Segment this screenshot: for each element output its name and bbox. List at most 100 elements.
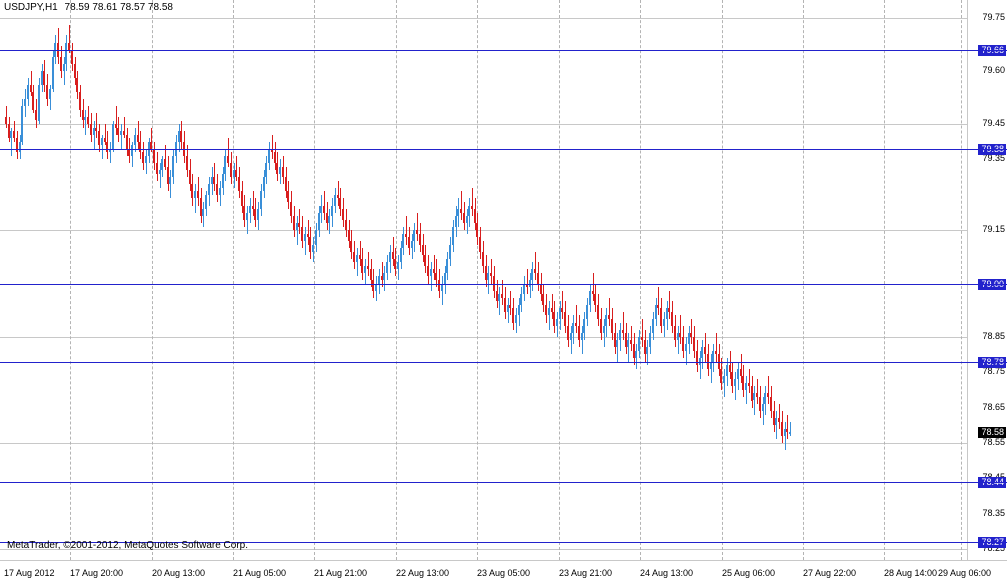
candle-body xyxy=(682,336,684,351)
candle-body xyxy=(106,141,108,153)
candle-wick xyxy=(754,386,755,415)
price-scale[interactable]: 79.7579.6079.4579.3579.1579.0078.8578.75… xyxy=(967,0,1007,560)
candle-body xyxy=(688,333,690,344)
candle-body xyxy=(21,106,23,142)
gridline-vertical xyxy=(722,0,724,560)
candle-body xyxy=(153,148,155,164)
candle-body xyxy=(446,258,448,273)
candle-wick xyxy=(562,290,563,319)
candle-body xyxy=(126,134,128,149)
candle-body xyxy=(372,280,374,291)
candle-wick xyxy=(571,326,572,355)
time-scale[interactable]: 17 Aug 2012 17 Aug 20:00 20 Aug 13:00 21 Au… xyxy=(0,560,1007,586)
candle-body xyxy=(685,343,687,351)
candle-body xyxy=(633,343,635,358)
candle-wick xyxy=(253,191,254,217)
candle-wick xyxy=(510,290,511,316)
candle-body xyxy=(586,304,588,319)
candle-body xyxy=(411,241,413,249)
candle-body xyxy=(282,166,284,178)
price-level-line[interactable] xyxy=(0,362,1007,363)
candle-body xyxy=(260,191,262,210)
candle-body xyxy=(175,141,177,156)
candle-body xyxy=(353,251,355,263)
candle-body xyxy=(156,163,158,174)
candle-body xyxy=(646,347,648,355)
candle-wick xyxy=(735,372,736,401)
candle-body xyxy=(183,141,185,156)
time-tick-label: 21 Aug 21:00 xyxy=(314,568,368,578)
candle-body xyxy=(389,251,391,263)
candle-wick xyxy=(121,124,122,149)
candle-body xyxy=(657,304,659,309)
candle-body xyxy=(501,294,503,298)
candle-body xyxy=(383,272,385,280)
candle-body xyxy=(561,308,563,312)
candle-body xyxy=(408,237,410,249)
price-level-line[interactable] xyxy=(0,149,1007,150)
candle-body xyxy=(41,70,43,86)
candle-body xyxy=(523,283,525,295)
candle-body xyxy=(5,116,7,125)
candle-body xyxy=(328,216,330,224)
time-tick-label: 29 Aug 06:00 xyxy=(938,568,992,578)
candle-body xyxy=(789,432,791,435)
price-level-line[interactable] xyxy=(0,542,1007,543)
candle-body xyxy=(74,63,76,78)
candle-body xyxy=(137,134,139,142)
candle-wick xyxy=(678,326,679,355)
candle-body xyxy=(13,131,15,139)
candle-body xyxy=(449,244,451,259)
candle-body xyxy=(43,70,45,86)
candle-body xyxy=(759,396,761,412)
candle-body xyxy=(254,209,256,220)
candle-body xyxy=(238,177,240,192)
candle-body xyxy=(537,272,539,284)
price-tick-label: 78.25 xyxy=(982,543,1005,554)
candle-body xyxy=(479,237,481,252)
candle-body xyxy=(298,223,300,227)
price-tick-label: 79.15 xyxy=(982,224,1005,235)
candle-body xyxy=(756,393,758,397)
candle-body xyxy=(318,212,320,231)
candle-body xyxy=(600,318,602,334)
candle-wick xyxy=(549,301,550,330)
candle-wick xyxy=(151,127,152,153)
candle-body xyxy=(542,294,544,305)
candle-body xyxy=(112,124,114,149)
price-level-line[interactable] xyxy=(0,284,1007,285)
candle-body xyxy=(438,280,440,291)
candle-body xyxy=(268,148,270,164)
price-tick-label: 78.75 xyxy=(982,366,1005,377)
candle-body xyxy=(677,333,679,341)
candle-body xyxy=(471,205,473,210)
candle-body xyxy=(693,336,695,351)
candle-body xyxy=(614,333,616,348)
price-level-line[interactable] xyxy=(0,482,1007,483)
gridline-vertical xyxy=(961,0,963,560)
candle-body xyxy=(287,191,289,203)
price-level-line[interactable] xyxy=(0,50,1007,51)
candle-wick xyxy=(582,326,583,355)
candle-wick xyxy=(776,411,777,440)
gridline-vertical xyxy=(152,0,154,560)
candle-body xyxy=(172,155,174,178)
candle-wick xyxy=(236,155,237,181)
candle-body xyxy=(367,265,369,270)
candle-body xyxy=(466,216,468,224)
candle-wick xyxy=(499,287,500,316)
candle-body xyxy=(161,159,163,171)
time-tick-label: 27 Aug 22:00 xyxy=(803,568,857,578)
candle-body xyxy=(767,393,769,397)
candle-body xyxy=(219,187,221,195)
price-tick-label: 78.85 xyxy=(982,330,1005,341)
candle-wick xyxy=(272,134,273,160)
chart-plot-area[interactable] xyxy=(0,0,968,560)
candle-body xyxy=(345,219,347,231)
candle-body xyxy=(257,209,259,220)
candle-body xyxy=(312,244,314,252)
candle-body xyxy=(737,368,739,380)
candle-body xyxy=(594,294,596,305)
candle-body xyxy=(202,209,204,217)
candle-body xyxy=(296,223,298,231)
